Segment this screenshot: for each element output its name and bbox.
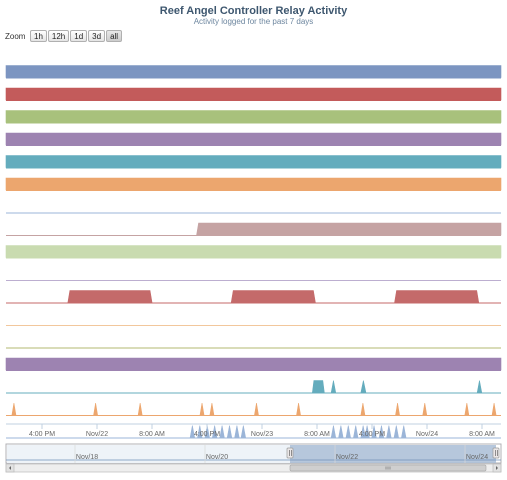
relay-17-on-segment — [393, 425, 399, 438]
relay-16-on-segment — [360, 402, 366, 416]
chart-title: Reef Angel Controller Relay Activity — [159, 5, 348, 17]
relay-4-on-segment — [5, 132, 502, 146]
zoom-label: Zoom — [5, 32, 26, 41]
relay-16-on-segment — [254, 402, 259, 416]
x-tick-label: 4:00 PM — [29, 431, 55, 438]
x-tick-label: Nov/22 — [86, 431, 108, 438]
relay-11-on-segment — [230, 290, 316, 303]
relay-17-on-segment — [197, 425, 203, 438]
relay-17-on-segment — [345, 425, 351, 438]
relay-15-on-segment — [312, 380, 325, 393]
relay-2-on-segment — [5, 87, 502, 101]
relay-16-on-segment — [11, 402, 17, 416]
relay-16-on-segment — [199, 402, 205, 416]
relay-16-on-segment — [209, 402, 215, 416]
relay-16-on-segment — [422, 402, 428, 416]
relay-14-on-segment — [5, 357, 502, 371]
zoom-3d-button[interactable]: 3d — [88, 30, 106, 42]
relay-17-on-segment — [360, 425, 366, 438]
relay-17-on-segment — [189, 425, 195, 438]
relay-17-on-segment — [204, 425, 210, 438]
relay-17-on-segment — [371, 425, 377, 438]
relay-17-on-segment — [219, 425, 225, 438]
navigator-date-label: Nov/24 — [466, 454, 488, 461]
chart-subtitle: Activity logged for the past 7 days — [193, 17, 314, 26]
zoom-button-group: 1h 12h 1d 3d all — [30, 30, 123, 42]
navigator-unselected-area — [7, 445, 290, 463]
relay-17-on-segment — [401, 425, 407, 438]
x-tick-label: Nov/24 — [416, 431, 438, 438]
relay-11-on-segment — [67, 290, 153, 303]
relay-15-on-segment — [476, 380, 483, 393]
relay-16-on-segment — [93, 402, 98, 416]
x-tick-label: 8:00 AM — [469, 431, 495, 438]
navigator-selected-range[interactable] — [290, 445, 496, 463]
x-tick-label: 8:00 AM — [139, 431, 165, 438]
x-tick-label: 4:00 PM — [194, 431, 220, 438]
relay-17-on-segment — [364, 425, 370, 438]
x-tick-label: 4:00 PM — [359, 431, 385, 438]
navigator-right-handle[interactable] — [492, 447, 500, 459]
relay-15-on-segment — [360, 380, 367, 393]
relay-16-on-segment — [137, 402, 143, 416]
relay-17-on-segment — [234, 425, 240, 438]
relay-17-on-segment — [212, 425, 218, 438]
x-tick-label: 8:00 AM — [304, 431, 330, 438]
relay-11-on-segment — [394, 290, 480, 303]
relay-17-on-segment — [240, 425, 246, 438]
relay-16-on-segment — [395, 402, 400, 416]
relay-17-on-segment — [226, 425, 233, 438]
relay-5-on-segment — [5, 155, 502, 168]
relay-17-on-segment — [338, 425, 344, 438]
x-tick-label: Nov/23 — [251, 431, 273, 438]
relay-9-on-segment — [5, 245, 502, 258]
relay-6-on-segment — [5, 177, 502, 191]
zoom-12h-button[interactable]: 12h — [47, 30, 70, 42]
relay-16-on-segment — [296, 402, 301, 416]
navigator-left-handle[interactable] — [286, 447, 294, 459]
relay-17-on-segment — [386, 425, 392, 438]
relay-8-on-segment — [196, 222, 502, 236]
zoom-1d-button[interactable]: 1d — [70, 30, 88, 42]
relay-15-on-segment — [330, 380, 337, 393]
navigator-date-label: Nov/22 — [336, 454, 358, 461]
arrow-left-icon — [9, 466, 11, 470]
navigator-date-label: Nov/20 — [206, 454, 228, 461]
relay-17-on-segment — [378, 425, 385, 438]
zoom-1h-button[interactable]: 1h — [30, 30, 47, 42]
relay-16-on-segment — [491, 402, 497, 416]
relay-3-on-segment — [5, 110, 502, 123]
relay-1-on-segment — [5, 65, 502, 78]
arrow-right-icon — [496, 466, 498, 470]
relay-17-on-segment — [353, 425, 359, 438]
relay-16-on-segment — [464, 402, 470, 416]
zoom-all-button[interactable]: all — [106, 30, 123, 42]
relay-17-on-segment — [330, 425, 337, 438]
navigator-date-label: Nov/18 — [76, 454, 98, 461]
